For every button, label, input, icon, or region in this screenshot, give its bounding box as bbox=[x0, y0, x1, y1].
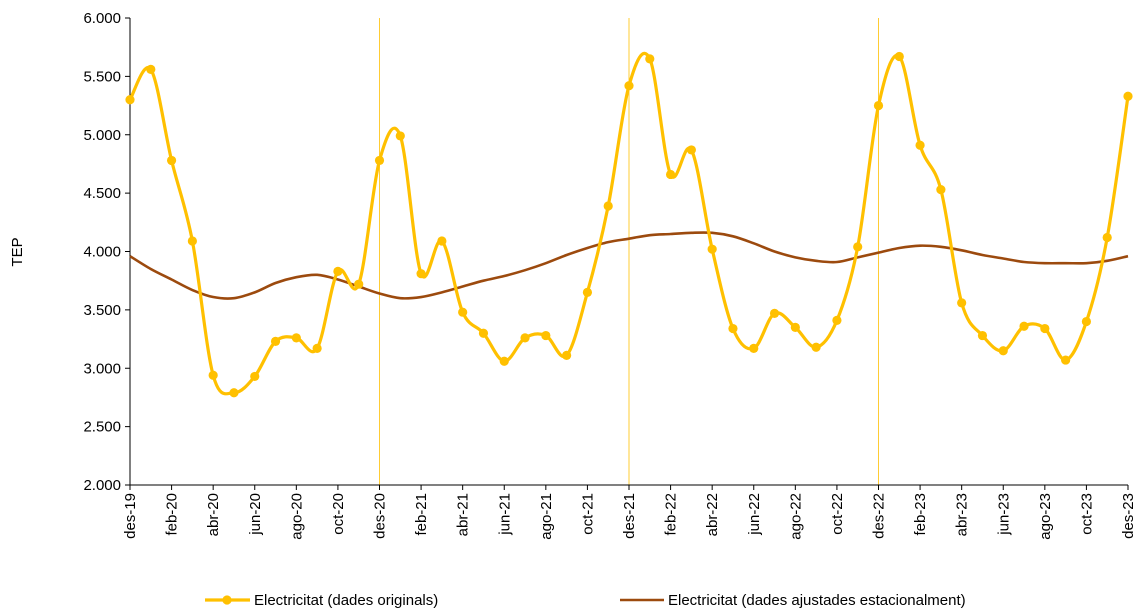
data-point bbox=[416, 269, 426, 279]
data-point bbox=[146, 64, 156, 74]
data-point bbox=[790, 322, 800, 332]
data-point bbox=[458, 307, 468, 317]
data-point bbox=[665, 169, 676, 180]
x-tick-label: ago-23 bbox=[1037, 493, 1054, 540]
data-point bbox=[645, 54, 655, 64]
data-point bbox=[166, 155, 177, 166]
data-point bbox=[624, 81, 634, 91]
data-point bbox=[686, 145, 696, 155]
data-point bbox=[478, 328, 489, 338]
y-tick-label: 6.000 bbox=[83, 10, 121, 27]
y-tick-label: 4.500 bbox=[83, 185, 121, 202]
y-axis-ticks: 2.000 2.500 3.000 3.500 4.000 4.500 5.000 5.500… bbox=[83, 10, 130, 494]
data-point bbox=[915, 140, 925, 150]
data-point bbox=[811, 342, 821, 352]
y-tick-label: 2.000 bbox=[83, 477, 121, 494]
data-point bbox=[936, 185, 946, 195]
x-tick-label: ago-20 bbox=[288, 493, 305, 540]
x-tick-label: oct-20 bbox=[330, 493, 347, 535]
data-point bbox=[728, 323, 738, 334]
data-point bbox=[998, 346, 1008, 356]
data-point bbox=[208, 370, 218, 380]
data-point bbox=[1040, 323, 1050, 334]
x-tick-label: feb-20 bbox=[164, 493, 181, 536]
x-tick-label: abr-22 bbox=[704, 493, 721, 536]
y-tick-label: 3.000 bbox=[83, 360, 121, 377]
data-point bbox=[250, 371, 260, 382]
legend-label-original: Electricitat (dades originals) bbox=[254, 592, 438, 609]
x-tick-label: oct-22 bbox=[829, 493, 846, 535]
data-point bbox=[1019, 321, 1029, 331]
data-point bbox=[769, 308, 780, 318]
data-point bbox=[333, 266, 343, 276]
x-tick-label: jun-23 bbox=[995, 493, 1012, 536]
x-tick-label: des-19 bbox=[122, 493, 139, 539]
y-tick-label: 2.500 bbox=[83, 419, 121, 436]
data-point bbox=[395, 131, 405, 141]
series-adjusted bbox=[129, 231, 1129, 300]
data-point bbox=[354, 279, 364, 289]
legend-marker-original bbox=[222, 595, 232, 605]
data-point bbox=[977, 330, 988, 341]
x-tick-label: des-21 bbox=[621, 493, 638, 539]
x-tick-label: abr-21 bbox=[455, 493, 472, 536]
data-point bbox=[873, 100, 884, 111]
y-tick-label: 5.500 bbox=[83, 68, 121, 85]
data-point bbox=[541, 330, 551, 341]
data-point bbox=[1123, 91, 1133, 101]
x-tick-label: oct-23 bbox=[1078, 493, 1095, 535]
data-point bbox=[499, 356, 509, 366]
data-point bbox=[291, 333, 301, 343]
y-axis-title: TEP bbox=[9, 237, 26, 266]
x-tick-label: des-22 bbox=[871, 493, 888, 539]
series-layer bbox=[125, 51, 1133, 398]
data-point bbox=[125, 95, 135, 105]
y-tick-label: 5.000 bbox=[83, 127, 121, 144]
x-tick-label: jun-21 bbox=[496, 493, 513, 536]
data-point bbox=[582, 287, 593, 297]
data-point bbox=[562, 350, 572, 361]
data-point bbox=[437, 236, 447, 246]
data-point bbox=[832, 315, 842, 325]
x-tick-label: des-23 bbox=[1120, 493, 1137, 539]
legend-label-adjusted: Electricitat (dades ajustades estacional… bbox=[668, 592, 966, 609]
x-tick-label: abr-23 bbox=[954, 493, 971, 536]
data-point bbox=[312, 343, 322, 354]
data-point bbox=[957, 298, 967, 308]
series-adjusted-line bbox=[129, 231, 1129, 300]
x-tick-label: jun-22 bbox=[746, 493, 763, 536]
series-original bbox=[125, 51, 1133, 398]
x-tick-label: feb-23 bbox=[912, 493, 929, 536]
legend: Electricitat (dades originals) Electricit… bbox=[205, 592, 966, 609]
data-point bbox=[1081, 316, 1092, 327]
y-tick-label: 4.000 bbox=[83, 244, 121, 261]
x-tick-label: ago-22 bbox=[787, 493, 804, 540]
x-tick-label: oct-21 bbox=[579, 493, 596, 535]
x-tick-label: ago-21 bbox=[538, 493, 555, 540]
x-tick-label: des-20 bbox=[372, 493, 389, 539]
data-point bbox=[707, 244, 717, 254]
x-tick-label: jun-20 bbox=[247, 493, 264, 536]
data-point bbox=[187, 236, 197, 246]
data-point bbox=[520, 333, 530, 343]
data-point bbox=[603, 201, 613, 211]
x-tick-label: feb-21 bbox=[413, 493, 430, 536]
data-point bbox=[1102, 232, 1112, 243]
x-axis-ticks: des-19 feb-20 abr-20 jun-20 ago-20 oct-20 des-… bbox=[122, 485, 1137, 540]
data-point bbox=[374, 155, 385, 166]
x-tick-label: feb-22 bbox=[663, 493, 680, 536]
data-point bbox=[1061, 355, 1071, 365]
data-point bbox=[894, 51, 904, 62]
data-point bbox=[229, 388, 239, 398]
data-point bbox=[749, 343, 759, 354]
data-point bbox=[853, 242, 863, 252]
data-point bbox=[270, 336, 281, 346]
x-tick-label: abr-20 bbox=[205, 493, 222, 536]
y-tick-label: 3.500 bbox=[83, 302, 121, 319]
